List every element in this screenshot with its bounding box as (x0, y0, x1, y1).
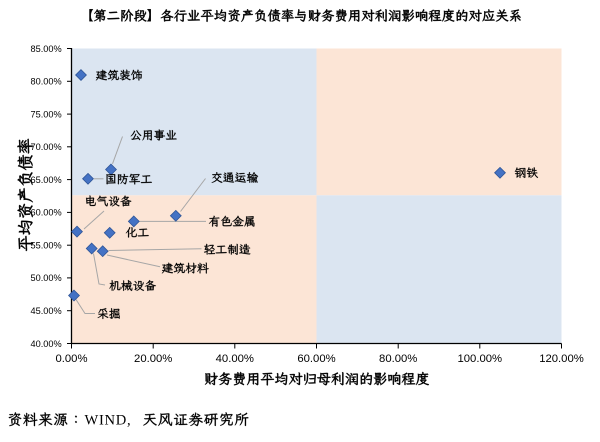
svg-text:65.00%: 65.00% (31, 175, 62, 185)
svg-text:50.00%: 50.00% (31, 273, 62, 283)
svg-text:100.00%: 100.00% (457, 353, 502, 365)
svg-text:55.00%: 55.00% (31, 241, 62, 251)
svg-text:75.00%: 75.00% (31, 109, 62, 119)
svg-text:80.00%: 80.00% (379, 353, 417, 365)
svg-text:20.00%: 20.00% (134, 353, 172, 365)
svg-text:WIND,: WIND, (85, 413, 132, 429)
svg-text:85.00%: 85.00% (31, 44, 62, 54)
svg-text:80.00%: 80.00% (31, 77, 62, 87)
svg-text:70.00%: 70.00% (31, 142, 62, 152)
svg-text:40.00%: 40.00% (216, 353, 254, 365)
svg-text:45.00%: 45.00% (31, 306, 62, 316)
svg-text:60.00%: 60.00% (297, 353, 335, 365)
svg-text:40.00%: 40.00% (31, 339, 62, 349)
svg-text:0.00%: 0.00% (55, 353, 87, 365)
svg-text:60.00%: 60.00% (31, 208, 62, 218)
svg-text:120.00%: 120.00% (539, 353, 584, 365)
